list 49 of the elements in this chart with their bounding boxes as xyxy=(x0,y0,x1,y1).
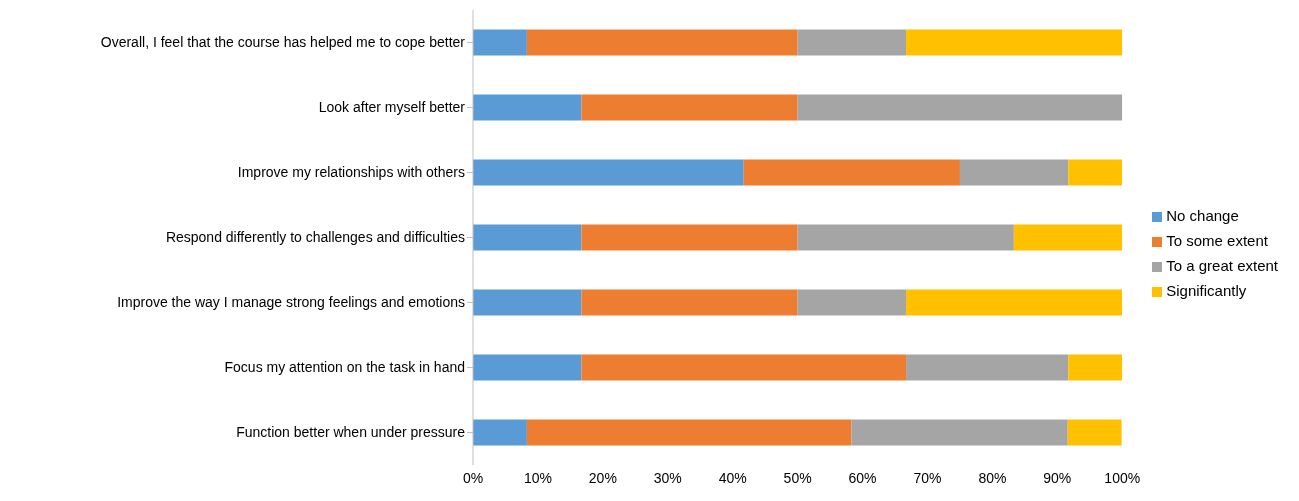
bar xyxy=(473,224,582,251)
x-tick-label: 20% xyxy=(588,469,617,486)
bar xyxy=(1068,354,1123,381)
bar xyxy=(906,289,1123,316)
y-tick-label: Function better when under pressure xyxy=(236,424,466,441)
x-tick-label: 90% xyxy=(1043,469,1072,486)
y-tick-label: Focus my attention on the task in hand xyxy=(224,359,465,376)
bar xyxy=(959,159,1069,186)
bar xyxy=(797,224,1014,251)
x-tick-label: 40% xyxy=(718,469,747,486)
bar xyxy=(473,159,744,186)
bar xyxy=(797,94,1123,121)
bar xyxy=(581,224,798,251)
bar xyxy=(851,419,1068,446)
bar xyxy=(906,354,1069,381)
y-tick-label: Improve my relationships with others xyxy=(237,164,465,181)
bar xyxy=(797,289,907,316)
y-tick-label: Respond differently to challenges and difficulties xyxy=(165,229,465,246)
x-tick-label: 0% xyxy=(462,469,484,486)
x-tick-label: 80% xyxy=(978,469,1007,486)
bar xyxy=(526,29,798,56)
x-tick-label: 70% xyxy=(913,469,942,486)
bar xyxy=(473,419,527,446)
bar xyxy=(473,289,582,316)
bar xyxy=(581,289,798,316)
bar xyxy=(473,29,527,56)
legend-label: No change xyxy=(1166,207,1239,224)
legend-label: To some extent xyxy=(1166,232,1268,249)
bar xyxy=(581,354,907,381)
bar xyxy=(473,354,582,381)
bar xyxy=(526,419,852,446)
x-tick-label: 10% xyxy=(523,469,552,486)
x-tick-label: 30% xyxy=(653,469,682,486)
bar xyxy=(1068,159,1123,186)
y-tick-label: Look after myself better xyxy=(318,99,466,116)
x-tick-label: 60% xyxy=(848,469,877,486)
bar xyxy=(906,29,1123,56)
bar xyxy=(797,29,907,56)
bar xyxy=(581,94,798,121)
y-tick-label: Improve the way I manage strong feelings and emotions xyxy=(117,294,465,311)
x-tick-label: 50% xyxy=(783,469,812,486)
y-tick-label: Overall, I feel that the course has helped me to cope better xyxy=(100,34,466,51)
x-tick-label: 100% xyxy=(1104,469,1141,486)
bar xyxy=(1067,419,1122,446)
legend-label: To a great extent xyxy=(1166,257,1278,274)
legend-label: Significantly xyxy=(1166,282,1247,299)
bar xyxy=(473,94,582,121)
bar xyxy=(743,159,960,186)
bar xyxy=(1013,224,1123,251)
